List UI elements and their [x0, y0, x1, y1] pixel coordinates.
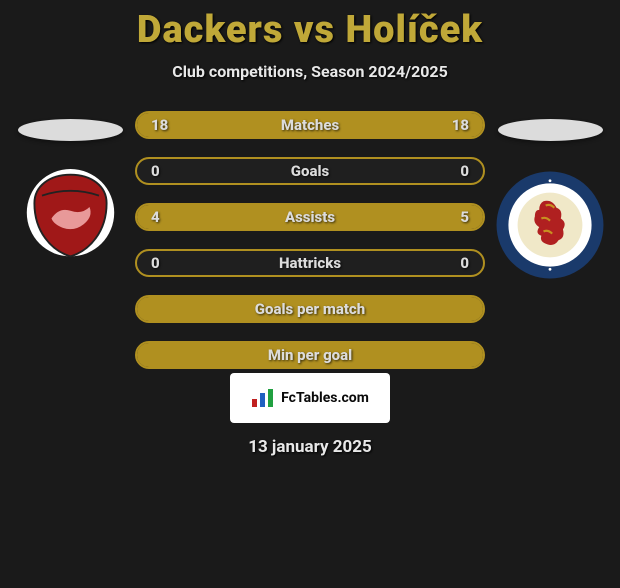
stat-row-hattricks: 0 Hattricks 0 — [135, 249, 485, 277]
stat-row-goals: 0 Goals 0 — [135, 157, 485, 185]
subtitle: Club competitions, Season 2024/2025 — [0, 62, 620, 81]
left-team-crest — [23, 169, 118, 264]
comparison-region: 18 Matches 18 0 Goals 0 4 Assists 5 0 Ha… — [0, 111, 620, 369]
stat-left-value: 0 — [151, 162, 160, 180]
stat-label: Goals — [291, 162, 329, 180]
date-label: 13 january 2025 — [0, 437, 620, 457]
attribution-text: FcTables.com — [281, 390, 369, 406]
stat-label: Matches — [281, 116, 339, 134]
stat-row-matches: 18 Matches 18 — [135, 111, 485, 139]
right-team-column — [495, 111, 605, 279]
left-ellipse-decoration — [18, 119, 123, 141]
stat-label: Assists — [285, 208, 335, 226]
bar-chart-icon — [251, 389, 275, 407]
stat-left-value: 18 — [151, 116, 168, 134]
stat-label: Goals per match — [255, 300, 365, 318]
attribution-badge: FcTables.com — [230, 373, 390, 423]
stat-label: Hattricks — [279, 254, 341, 272]
crewe-alexandra-crest-icon — [496, 171, 604, 279]
stat-left-value: 0 — [151, 254, 160, 272]
stat-right-value: 0 — [460, 254, 469, 272]
stat-right-value: 0 — [460, 162, 469, 180]
left-team-column — [15, 111, 125, 264]
right-team-crest — [496, 171, 604, 279]
stat-row-goals-per-match: Goals per match — [135, 295, 485, 323]
stat-row-assists: 4 Assists 5 — [135, 203, 485, 231]
stat-right-value: 5 — [460, 208, 469, 226]
stat-left-value: 4 — [151, 208, 160, 226]
right-ellipse-decoration — [498, 119, 603, 141]
stat-right-value: 18 — [452, 116, 469, 134]
stat-bars: 18 Matches 18 0 Goals 0 4 Assists 5 0 Ha… — [135, 111, 485, 369]
stat-row-min-per-goal: Min per goal — [135, 341, 485, 369]
page-title: Dackers vs Holíček — [0, 8, 620, 52]
stat-label: Min per goal — [268, 346, 352, 364]
morecambe-crest-icon — [23, 169, 118, 264]
